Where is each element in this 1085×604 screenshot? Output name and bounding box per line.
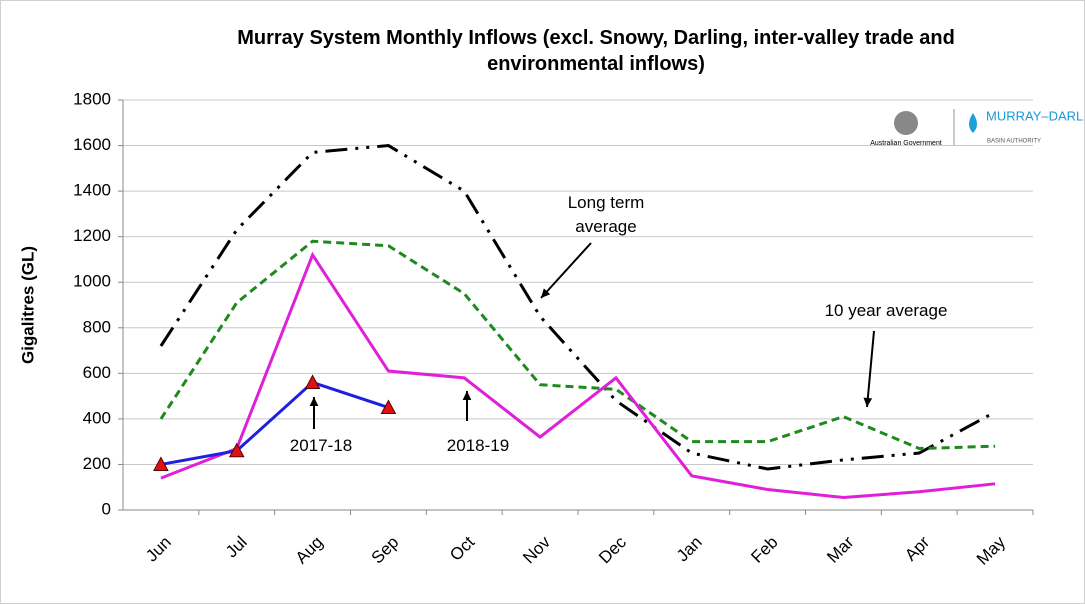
x-tick-label: Mar — [823, 532, 857, 566]
y-tick-label: 1400 — [73, 181, 111, 200]
y-tick-label: 1000 — [73, 272, 111, 291]
point-marker — [153, 456, 169, 471]
y-tick-label: 1800 — [73, 89, 111, 108]
x-tick-label: Jul — [222, 533, 251, 562]
y-axis-label: Gigalitres (GL) — [18, 246, 37, 364]
series-label: 2017-18 — [289, 436, 353, 455]
y-tick-label: 1200 — [73, 226, 111, 245]
arrow-shaft — [540, 242, 592, 299]
x-tick-label: Jan — [673, 533, 706, 566]
y-tick-label: 600 — [83, 363, 111, 382]
mdba-logo-sub: BASIN AUTHORITY — [987, 139, 1041, 145]
arrow-head — [309, 397, 319, 407]
arrow-head — [863, 397, 873, 407]
x-tick-label: Apr — [901, 532, 933, 564]
x-tick-label: Feb — [747, 533, 781, 567]
y-tick-label: 400 — [83, 408, 111, 427]
y-tick-label: 0 — [102, 499, 111, 518]
gov-logo-text: Australian Government — [870, 140, 942, 147]
point-marker — [228, 442, 245, 458]
drop — [969, 113, 977, 133]
series-line — [159, 239, 996, 451]
series-label: Long term average — [567, 193, 645, 236]
mdba-logo-text: MURRAY–DARLING — [986, 108, 1084, 123]
series-line — [159, 144, 996, 471]
series-label: 2018-19 — [446, 436, 510, 455]
x-tick-label: Dec — [595, 532, 630, 567]
y-tick-label: 800 — [83, 317, 111, 336]
arrow-shaft — [866, 330, 875, 408]
x-tick-label: Jun — [142, 533, 175, 566]
chart-title: Murray System Monthly Inflows (excl. Sno… — [237, 27, 955, 75]
x-tick-label: Oct — [446, 532, 478, 564]
logo: Australian Government MURRAY–DARLING BAS… — [870, 108, 1084, 146]
x-tick-label: Nov — [519, 532, 554, 567]
x-tick-label: Sep — [368, 533, 403, 568]
point-marker — [380, 399, 397, 414]
arrow-head — [462, 391, 472, 401]
y-tick-label: 1600 — [73, 135, 111, 154]
crest — [894, 111, 918, 135]
x-tick-label: Aug — [292, 533, 327, 568]
series-label: 10 year average — [824, 301, 948, 320]
series-line — [160, 380, 389, 466]
series-line — [160, 251, 996, 499]
y-tick-label: 200 — [83, 454, 111, 473]
arrow-head — [541, 288, 551, 298]
x-tick-label: May — [973, 532, 1009, 568]
point-marker — [304, 374, 321, 389]
